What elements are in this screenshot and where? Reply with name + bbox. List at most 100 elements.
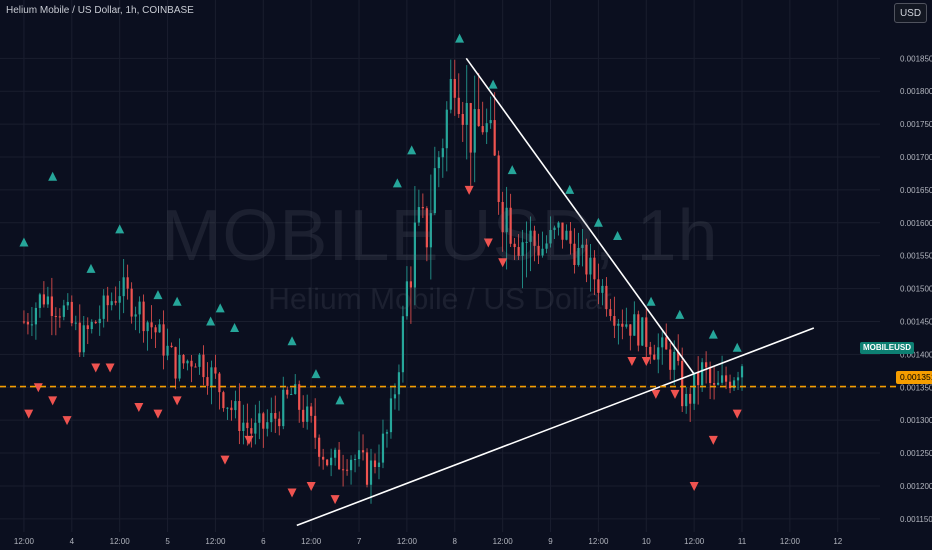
candle-body [38,294,41,308]
candle-body [693,372,696,404]
time-tick-label: 12:00 [588,537,609,546]
candle-body [330,457,333,466]
candle-body [26,321,30,325]
candle-body [533,230,536,246]
sell-signal-marker [62,416,72,426]
candle-body [361,450,365,453]
candle-body [393,394,397,399]
time-tick-label: 12:00 [205,537,226,546]
buy-signal-marker [646,296,656,306]
candle-body [74,322,77,324]
time-tick-label: 9 [548,537,553,546]
buy-signal-marker [407,145,417,155]
candle-body [677,351,680,361]
sell-signal-marker [498,258,508,268]
candle-body [118,296,121,303]
buy-signal-marker [48,171,58,181]
candle-body [178,355,181,379]
candle-body [250,428,253,434]
candle-body [150,322,153,328]
candle-body [529,230,532,242]
candle-body [649,346,652,355]
buy-signal-marker [708,329,718,339]
candle-body [557,222,560,228]
price-tick-label: 0.001150 [900,515,932,524]
currency-button[interactable]: USD [894,3,927,23]
candle-body [270,413,273,423]
candle-body [545,243,548,249]
candle-body [314,415,317,438]
candle-body [437,157,440,169]
watermark-symbol: MOBILEUSD, 1h [161,196,719,276]
price-tick-label: 0.001300 [900,416,932,425]
candle-body [130,288,133,317]
candle-body [712,383,716,385]
trendline-1[interactable] [296,327,815,527]
sell-signal-marker [627,356,637,366]
candle-body [377,462,381,467]
candle-body [286,389,289,395]
candle-body [389,398,393,433]
signal-markers [19,33,742,505]
candle-body [457,97,460,114]
buy-signal-marker [392,178,402,188]
trendline-2[interactable] [465,57,695,375]
candle-body [485,123,488,133]
candle-body [222,392,225,409]
candle-body [278,418,281,427]
candle-body [585,244,588,275]
time-tick-label: 6 [261,537,266,546]
candle-body [54,315,57,317]
candle-body [621,323,624,327]
candle-body [30,324,34,326]
sell-signal-marker [732,409,742,419]
candle-body [429,213,432,248]
candle-body [357,450,361,460]
candle-body [365,452,369,485]
price-axis[interactable]: 0.001850 0.001800 0.001750 0.001700 0.001650… [900,54,932,524]
time-tick-label: 10 [642,537,651,546]
candle-body [525,241,528,243]
candle-body [716,382,720,385]
buy-signal-marker [86,263,96,273]
candle-body [206,377,209,386]
candle-body [581,244,584,248]
candle-body [653,354,656,360]
buy-signal-marker [593,217,603,227]
candle-body [258,413,261,423]
candle-body [665,337,668,350]
candle-body [681,360,684,407]
candle-body [441,148,444,158]
candle-body [110,301,113,306]
candle-body [633,314,636,336]
candle-body [262,413,265,429]
time-tick-label: 5 [165,537,170,546]
price-tick-label: 0.001600 [900,219,932,228]
candle-body [234,401,237,411]
candle-body [70,301,73,324]
candle-body [345,469,349,471]
time-axis[interactable]: 12:00 4 12:00 5 12:00 6 12:00 7 12:00 8 12:00 9 12:0… [14,537,843,546]
candle-body [497,155,500,202]
trendlines[interactable] [296,57,815,527]
candle-body [138,301,141,315]
candle-body [541,248,544,256]
time-tick-label: 12:00 [301,537,322,546]
sell-signal-marker [287,488,297,498]
candle-body [561,222,564,240]
buy-signal-marker [732,342,742,352]
price-tick-label: 0.001450 [900,317,932,326]
candle-body [186,360,189,364]
sell-signal-marker [483,238,493,248]
candle-body [174,347,177,379]
candle-body [709,367,712,384]
chart-title: Helium Mobile / US Dollar, 1h, COINBASE [6,5,194,16]
candle-body [158,324,161,333]
candle-body [310,406,313,416]
candle-body [106,295,109,306]
candle-body [66,301,69,306]
candle-body [537,245,540,256]
buy-signal-marker [215,303,225,313]
candle-body [425,208,428,248]
